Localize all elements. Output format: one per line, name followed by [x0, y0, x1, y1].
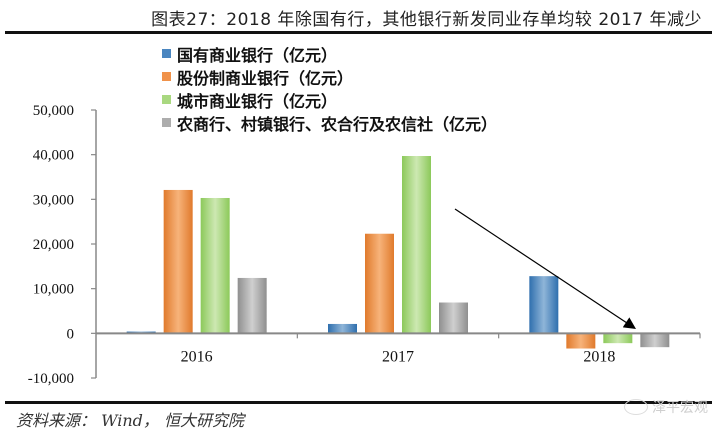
bar-2017-0	[328, 323, 357, 334]
trend-arrow	[454, 208, 637, 329]
y-tick-label: 50,000	[33, 103, 74, 119]
y-tick-label: 0	[67, 326, 75, 342]
x-tick-label: 2017	[382, 348, 414, 365]
legend-swatch-green	[162, 95, 171, 104]
y-tick-label: 20,000	[33, 237, 74, 253]
legend-item-state-banks: 国有商业银行（亿元）	[162, 42, 497, 65]
legend-item-joint-stock-banks: 股份制商业银行（亿元）	[162, 65, 497, 88]
top-divider	[5, 31, 712, 34]
y-tick-label: -10,000	[28, 371, 74, 387]
y-tick-label: 40,000	[33, 148, 74, 164]
legend: 国有商业银行（亿元） 股份制商业银行（亿元） 城市商业银行（亿元） 农商行、村镇…	[162, 42, 497, 134]
legend-label: 农商行、村镇银行、农合行及农信社（亿元）	[177, 114, 498, 134]
bars	[126, 156, 670, 349]
x-axis: 2016 2017 2018	[96, 332, 701, 365]
bottom-divider	[5, 401, 712, 404]
bar-2018-2	[603, 333, 633, 344]
x-tick-label: 2018	[583, 348, 615, 365]
chart-title: 图表27：2018 年除国有行，其他银行新发同业存单均较 2017 年减少	[151, 10, 702, 30]
bar-2017-3	[439, 302, 468, 334]
legend-item-rural-banks: 农商行、村镇银行、农合行及农信社（亿元）	[162, 111, 497, 134]
legend-item-city-banks: 城市商业银行（亿元）	[162, 88, 497, 111]
legend-label: 城市商业银行（亿元）	[177, 91, 338, 111]
source-note: 资料来源： Wind， 恒大研究院	[16, 411, 245, 430]
bar-2016-3	[237, 277, 267, 334]
bar-2018-0	[529, 276, 559, 334]
y-axis: 50,000 40,000 30,000 20,000 10,000 0 -10,000	[28, 103, 97, 387]
y-tick-label: 30,000	[33, 192, 74, 208]
bar-2017-2	[402, 156, 431, 334]
bar-2017-1	[365, 233, 394, 334]
bar-2016-1	[163, 189, 193, 334]
legend-label: 国有商业银行（亿元）	[177, 45, 338, 65]
legend-swatch-blue	[162, 49, 171, 58]
wechat-icon	[624, 399, 648, 415]
legend-swatch-gray	[162, 118, 171, 127]
bar-2016-2	[200, 197, 230, 334]
x-tick-label: 2016	[181, 348, 213, 365]
bar-2018-3	[640, 333, 670, 348]
y-tick-label: 10,000	[33, 282, 74, 298]
watermark-text: 泽平宏观	[652, 400, 708, 416]
legend-swatch-orange	[162, 72, 171, 81]
watermark: 泽平宏观	[624, 397, 708, 417]
legend-label: 股份制商业银行（亿元）	[177, 68, 354, 88]
bar-2018-1	[566, 333, 596, 349]
